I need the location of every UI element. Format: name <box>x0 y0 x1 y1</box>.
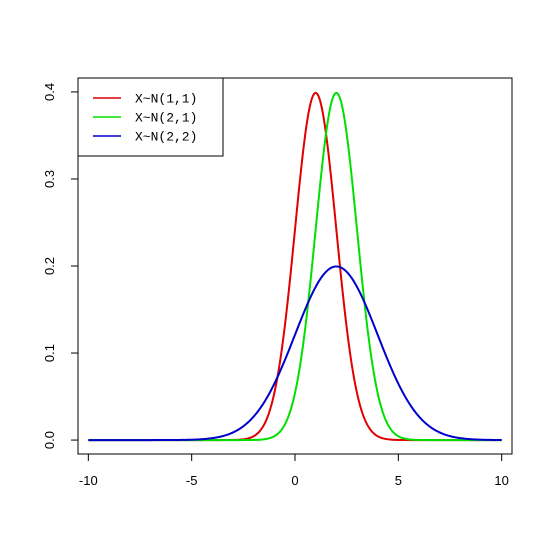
legend-label-1: X~N(1,1) <box>135 92 197 107</box>
x-axis: -10 -5 0 5 10 <box>79 453 509 488</box>
legend: X~N(1,1) X~N(2,1) X~N(2,2) <box>77 77 224 157</box>
y-tick-label: 0.1 <box>42 344 57 362</box>
y-tick-label: 0.0 <box>42 431 57 449</box>
legend-label-3: X~N(2,2) <box>135 130 197 145</box>
x-tick-label: 0 <box>291 473 298 488</box>
y-tick-label: 0.2 <box>42 257 57 275</box>
y-axis: 0.0 0.1 0.2 0.3 0.4 <box>42 83 79 449</box>
y-tick-label: 0.3 <box>42 170 57 188</box>
x-tick-label: -5 <box>186 473 198 488</box>
x-tick-label: -10 <box>79 473 98 488</box>
series-layer <box>88 91 502 442</box>
x-tick-label: 10 <box>494 473 508 488</box>
x-tick-label: 5 <box>395 473 402 488</box>
legend-label-2: X~N(2,1) <box>135 111 197 126</box>
series-line-3 <box>88 265 502 442</box>
y-tick-label: 0.4 <box>42 83 57 101</box>
